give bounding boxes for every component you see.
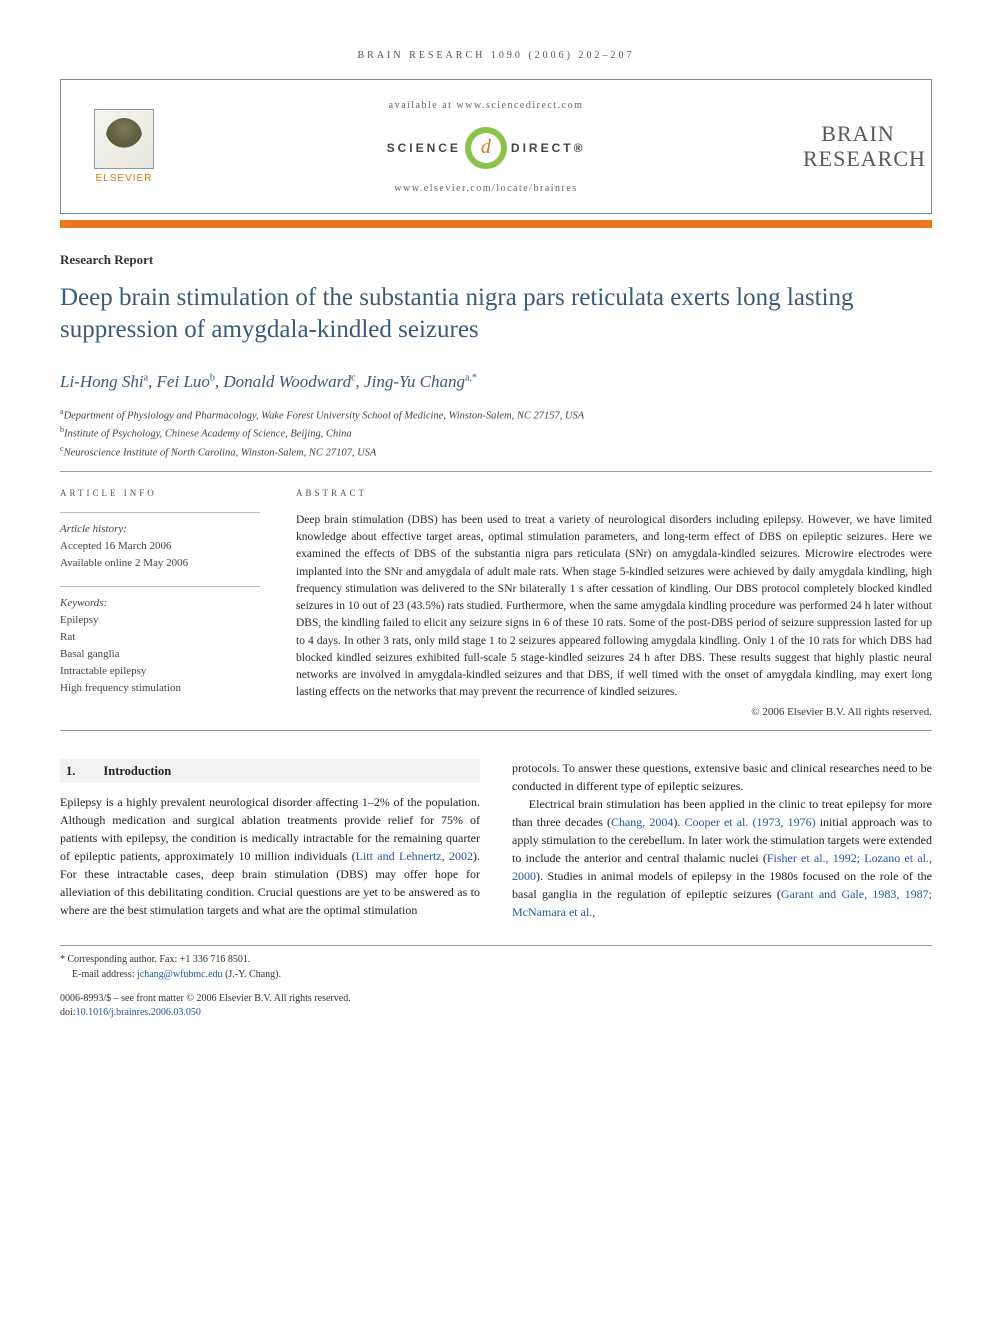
affiliations: aDepartment of Physiology and Pharmacolo… <box>60 406 932 461</box>
article-title: Deep brain stimulation of the substantia… <box>60 282 932 346</box>
body-para: protocols. To answer these questions, ex… <box>512 759 932 795</box>
doi-link[interactable]: 10.1016/j.brainres.2006.03.050 <box>76 1007 201 1018</box>
elsevier-tree-icon <box>94 109 154 169</box>
corr-fax: Fax: +1 336 716 8501. <box>157 954 250 965</box>
corresponding-author: * Corresponding author. Fax: +1 336 716 … <box>60 945 932 982</box>
affiliation: aDepartment of Physiology and Pharmacolo… <box>60 406 932 424</box>
scidirect-left: SCIENCE <box>387 141 461 155</box>
corr-label: * Corresponding author. <box>60 954 157 965</box>
body-columns: 1. Introduction Epilepsy is a highly pre… <box>60 759 932 921</box>
orange-rule <box>60 220 932 228</box>
keyword: Basal ganglia <box>60 646 260 663</box>
article-info-label: ARTICLE INFO <box>60 488 260 498</box>
locate-url: www.elsevier.com/locate/brainres <box>169 183 803 194</box>
article-info-column: ARTICLE INFO Article history: Accepted 1… <box>60 488 260 718</box>
abstract-copyright: © 2006 Elsevier B.V. All rights reserved… <box>296 706 932 718</box>
rule-after-abstract <box>60 730 932 731</box>
sciencedirect-logo: SCIENCE d DIRECT® <box>387 127 586 169</box>
body-para: Electrical brain stimulation has been ap… <box>512 795 932 921</box>
email-link[interactable]: jchang@wfubmc.edu <box>137 969 223 980</box>
article-type: Research Report <box>60 252 932 268</box>
journal-name-1: BRAIN <box>803 122 913 146</box>
running-head: BRAIN RESEARCH 1090 (2006) 202–207 <box>60 50 932 61</box>
citation[interactable]: Cooper et al. (1973, 1976) <box>685 815 816 829</box>
elsevier-logo: ELSEVIER <box>79 109 169 184</box>
journal-header: ELSEVIER available at www.sciencedirect.… <box>60 79 932 214</box>
affiliation: cNeuroscience Institute of North Carolin… <box>60 443 932 461</box>
doi-label: doi: <box>60 1007 76 1018</box>
scidirect-right: DIRECT® <box>511 141 586 155</box>
body-para: Epilepsy is a highly prevalent neurologi… <box>60 793 480 919</box>
email-tail: (J.-Y. Chang). <box>223 969 281 980</box>
email-label: E-mail address: <box>72 969 137 980</box>
scidirect-badge-icon: d <box>465 127 507 169</box>
affiliation: bInstitute of Psychology, Chinese Academ… <box>60 424 932 442</box>
section-number: 1. <box>66 762 75 781</box>
keywords-head: Keywords: <box>60 595 260 612</box>
history-line: Available online 2 May 2006 <box>60 555 260 572</box>
elsevier-label: ELSEVIER <box>96 173 153 184</box>
journal-name-2: RESEARCH <box>803 147 913 171</box>
citation[interactable]: Litt and Lehnertz, 2002 <box>356 849 473 863</box>
keyword: High frequency stimulation <box>60 680 260 697</box>
citation[interactable]: Chang, 2004 <box>611 815 673 829</box>
header-center: available at www.sciencedirect.com SCIEN… <box>169 100 803 194</box>
info-abstract-row: ARTICLE INFO Article history: Accepted 1… <box>60 488 932 718</box>
issn-line: 0006-8993/$ – see front matter © 2006 El… <box>60 992 932 1007</box>
abstract-text: Deep brain stimulation (DBS) has been us… <box>296 512 932 702</box>
keywords-block: Keywords: Epilepsy Rat Basal ganglia Int… <box>60 586 260 697</box>
journal-logo: BRAIN RESEARCH <box>803 122 913 170</box>
available-at: available at www.sciencedirect.com <box>169 100 803 111</box>
history-line: Accepted 16 March 2006 <box>60 538 260 555</box>
keyword: Rat <box>60 629 260 646</box>
keyword: Epilepsy <box>60 612 260 629</box>
history-head: Article history: <box>60 521 260 538</box>
abstract-label: ABSTRACT <box>296 488 932 498</box>
rule-before-info <box>60 471 932 472</box>
section-heading: 1. Introduction <box>60 759 480 784</box>
keyword: Intractable epilepsy <box>60 663 260 680</box>
section-title: Introduction <box>103 762 171 781</box>
abstract-column: ABSTRACT Deep brain stimulation (DBS) ha… <box>296 488 932 718</box>
authors: Li-Hong Shia, Fei Luob, Donald Woodwardc… <box>60 372 932 392</box>
footer-meta: 0006-8993/$ – see front matter © 2006 El… <box>60 992 932 1021</box>
article-history: Article history: Accepted 16 March 2006 … <box>60 512 260 572</box>
